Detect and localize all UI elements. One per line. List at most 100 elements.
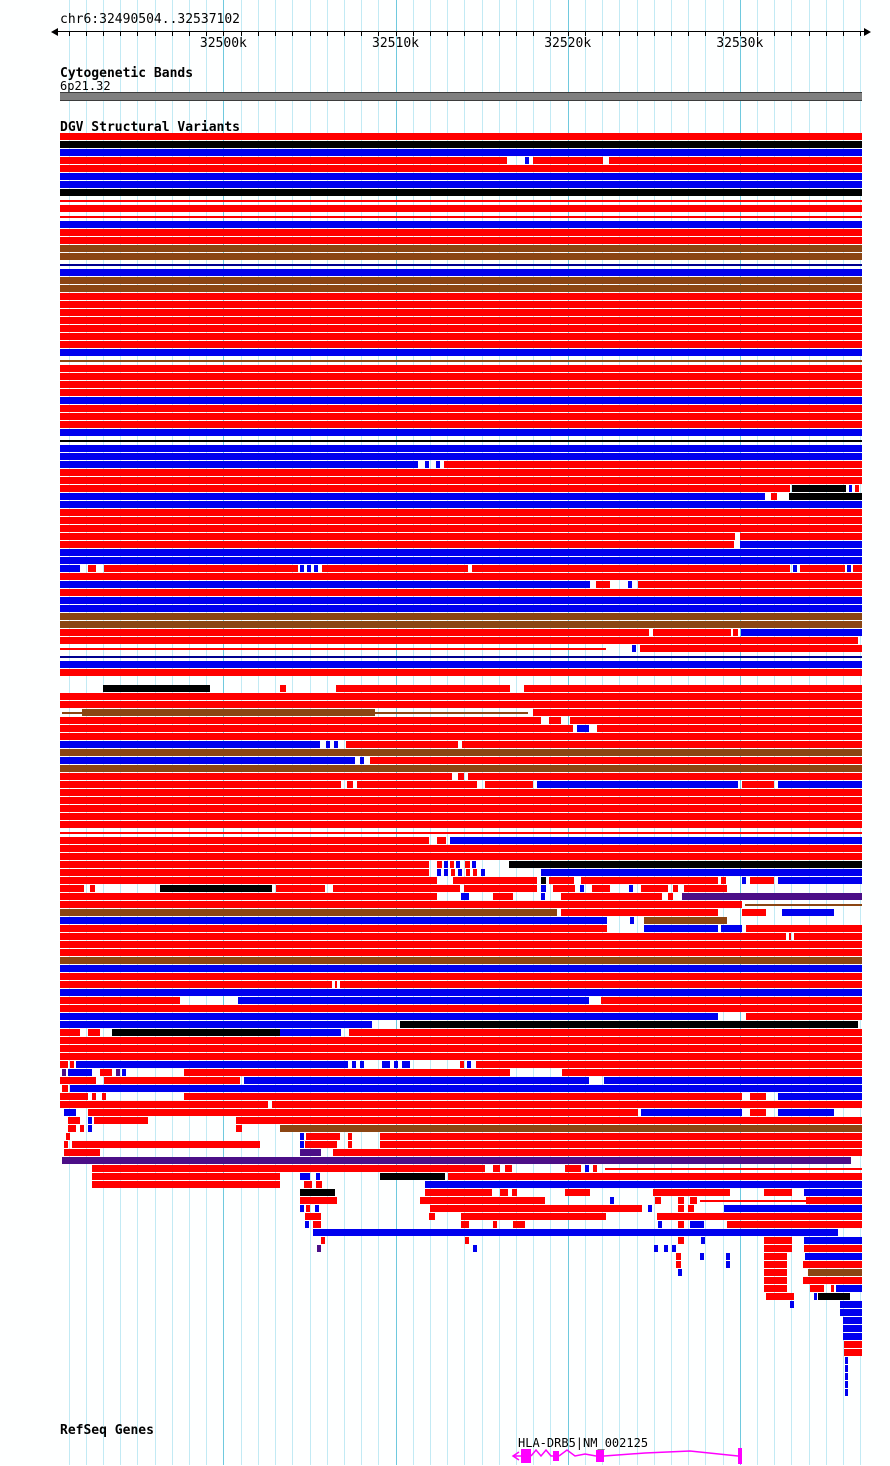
variant-bar[interactable] [764, 1189, 792, 1196]
variant-bar[interactable] [778, 781, 862, 788]
variant-bar[interactable] [60, 973, 862, 980]
variant-bar[interactable] [808, 1269, 862, 1276]
variant-bar[interactable] [657, 1213, 862, 1220]
variant-bar[interactable] [60, 541, 734, 548]
variant-bar[interactable] [60, 277, 862, 284]
variant-bar[interactable] [465, 1237, 469, 1244]
variant-bar[interactable] [88, 1117, 92, 1124]
variant-bar[interactable] [721, 877, 726, 884]
variant-bar[interactable] [778, 1093, 862, 1100]
variant-bar[interactable] [60, 549, 862, 556]
variant-bar[interactable] [60, 613, 862, 620]
variant-bar[interactable] [485, 781, 533, 788]
variant-bar[interactable] [782, 909, 834, 916]
variant-bar[interactable] [628, 581, 632, 588]
variant-bar[interactable] [741, 629, 862, 636]
variant-bar[interactable] [300, 1149, 321, 1156]
variant-bar[interactable] [60, 413, 862, 420]
variant-bar[interactable] [437, 861, 442, 868]
variant-bar[interactable] [62, 1157, 851, 1164]
variant-bar[interactable] [60, 397, 862, 404]
variant-bar[interactable] [60, 245, 862, 252]
variant-bar[interactable] [493, 1165, 500, 1172]
variant-bar[interactable] [793, 565, 797, 572]
variant-bar[interactable] [764, 1269, 787, 1276]
variant-bar[interactable] [400, 1021, 858, 1028]
variant-bar[interactable] [60, 200, 862, 202]
variant-bar[interactable] [60, 901, 742, 908]
variant-bar[interactable] [104, 565, 298, 572]
variant-bar[interactable] [653, 1189, 730, 1196]
variant-bar[interactable] [321, 1237, 325, 1244]
variant-bar[interactable] [843, 1333, 862, 1340]
variant-bar[interactable] [60, 1005, 862, 1012]
variant-bar[interactable] [682, 893, 862, 900]
variant-bar[interactable] [740, 533, 862, 540]
variant-bar[interactable] [60, 701, 862, 708]
variant-bar[interactable] [676, 1261, 681, 1268]
variant-bar[interactable] [806, 1197, 862, 1204]
variant-bar[interactable] [60, 1037, 862, 1044]
variant-bar[interactable] [300, 565, 304, 572]
variant-bar[interactable] [766, 1293, 794, 1300]
variant-bar[interactable] [60, 181, 862, 188]
variant-bar[interactable] [831, 1285, 834, 1292]
variant-bar[interactable] [68, 1069, 92, 1076]
variant-bar[interactable] [60, 533, 735, 540]
variant-bar[interactable] [60, 917, 607, 924]
variant-bar[interactable] [60, 909, 557, 916]
variant-bar[interactable] [800, 565, 845, 572]
variant-bar[interactable] [577, 725, 589, 732]
variant-bar[interactable] [60, 381, 862, 388]
variant-bar[interactable] [525, 157, 529, 164]
variant-bar[interactable] [533, 157, 603, 164]
variant-bar[interactable] [481, 869, 485, 876]
variant-bar[interactable] [60, 405, 862, 412]
variant-bar[interactable] [678, 1237, 684, 1244]
variant-bar[interactable] [451, 869, 455, 876]
variant-bar[interactable] [597, 725, 862, 732]
variant-bar[interactable] [553, 885, 575, 892]
variant-bar[interactable] [88, 1029, 100, 1036]
variant-bar[interactable] [581, 877, 718, 884]
variant-bar[interactable] [444, 869, 448, 876]
variant-bar[interactable] [347, 781, 353, 788]
variant-bar[interactable] [300, 1141, 304, 1148]
variant-bar[interactable] [60, 957, 862, 964]
variant-bar[interactable] [60, 717, 541, 724]
variant-bar[interactable] [104, 1077, 240, 1084]
variant-bar[interactable] [60, 317, 862, 324]
variant-bar[interactable] [60, 832, 862, 834]
variant-bar[interactable] [238, 997, 589, 1004]
variant-bar[interactable] [678, 1269, 682, 1276]
variant-bar[interactable] [750, 1093, 766, 1100]
variant-bar[interactable] [853, 565, 862, 572]
variant-bar[interactable] [60, 981, 332, 988]
variant-bar[interactable] [789, 493, 862, 500]
variant-bar[interactable] [112, 1029, 280, 1036]
variant-bar[interactable] [380, 1133, 862, 1140]
variant-bar[interactable] [60, 797, 862, 804]
variant-bar[interactable] [429, 1213, 435, 1220]
variant-bar[interactable] [840, 1309, 862, 1316]
variant-bar[interactable] [60, 621, 862, 628]
variant-bar[interactable] [304, 1181, 312, 1188]
variant-bar[interactable] [60, 173, 862, 180]
variant-bar[interactable] [562, 1069, 862, 1076]
variant-bar[interactable] [60, 189, 862, 196]
variant-bar[interactable] [764, 1237, 792, 1244]
variant-bar[interactable] [632, 645, 636, 652]
variant-bar[interactable] [493, 1221, 497, 1228]
variant-bar[interactable] [644, 917, 727, 924]
variant-bar[interactable] [92, 1181, 280, 1188]
variant-bar[interactable] [805, 1253, 862, 1260]
variant-bar[interactable] [60, 661, 862, 668]
variant-bar[interactable] [306, 1133, 340, 1140]
variant-bar[interactable] [60, 573, 862, 580]
variant-bar[interactable] [721, 925, 742, 932]
variant-bar[interactable] [843, 1325, 862, 1332]
variant-bar[interactable] [305, 1213, 321, 1220]
variant-bar[interactable] [764, 1245, 792, 1252]
variant-bar[interactable] [700, 1200, 806, 1202]
variant-bar[interactable] [425, 1189, 492, 1196]
